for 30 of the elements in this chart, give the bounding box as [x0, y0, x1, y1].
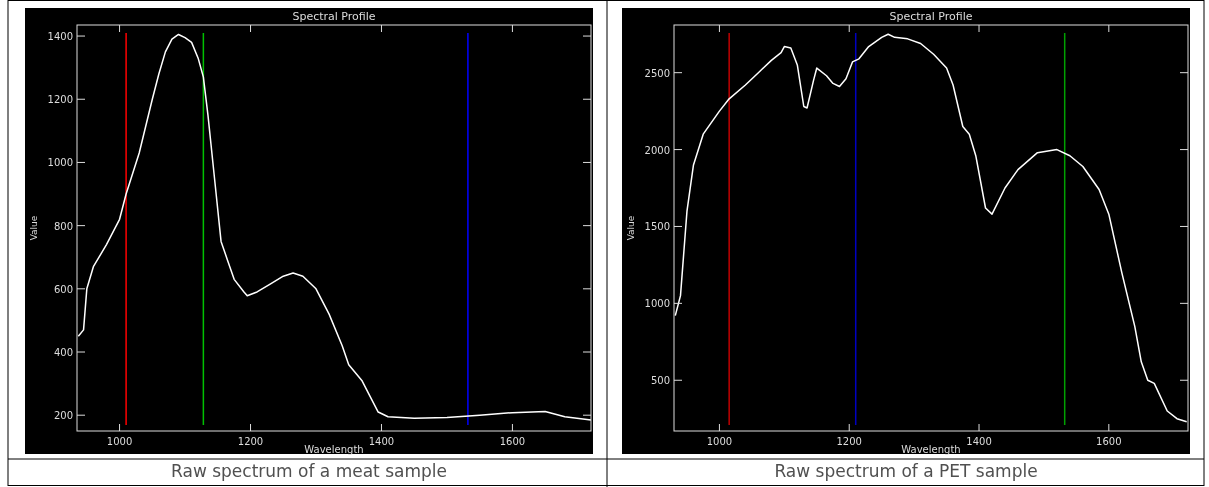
y-tick-label: 400	[53, 347, 73, 359]
y-tick-label: 500	[650, 375, 670, 387]
x-tick-label: 1000	[706, 436, 733, 447]
y-tick-label: 600	[53, 283, 73, 295]
y-tick-label: 1000	[47, 157, 73, 169]
y-tick-label: 1200	[47, 94, 73, 106]
y-tick-label: 2000	[644, 144, 670, 156]
text: Raw spectrum of a meat sample	[171, 461, 447, 481]
line-series	[77, 33, 592, 421]
x-tick-label: 1200	[237, 436, 264, 447]
x-tick-label: 1400	[966, 436, 992, 447]
y-tick-label: 200	[53, 410, 73, 422]
y-axis-title: Value	[626, 215, 636, 241]
chart-title: Spectral Profile	[292, 10, 376, 23]
x-axis-title: Wavelength	[304, 444, 364, 455]
y-tick-label: 1000	[644, 298, 670, 310]
x-axis-title: Wavelength	[901, 444, 961, 455]
chart-title: Spectral Profile	[889, 10, 973, 23]
x-tick-label: 1400	[368, 436, 395, 447]
y-tick-label: 1500	[644, 221, 670, 233]
y-axis-title: Value	[29, 215, 39, 241]
text: Raw spectrum of a PET sample	[774, 461, 1038, 481]
x-tick-label: 1600	[499, 436, 526, 447]
x-tick-label: 1000	[106, 436, 133, 447]
x-tick-label: 1600	[1096, 436, 1122, 447]
y-tick-label: 800	[53, 220, 73, 232]
y-tick-label: 2500	[644, 67, 670, 79]
y-tick-label: 1400	[47, 31, 73, 43]
x-tick-label: 1200	[836, 436, 862, 447]
line-series	[674, 33, 1188, 423]
